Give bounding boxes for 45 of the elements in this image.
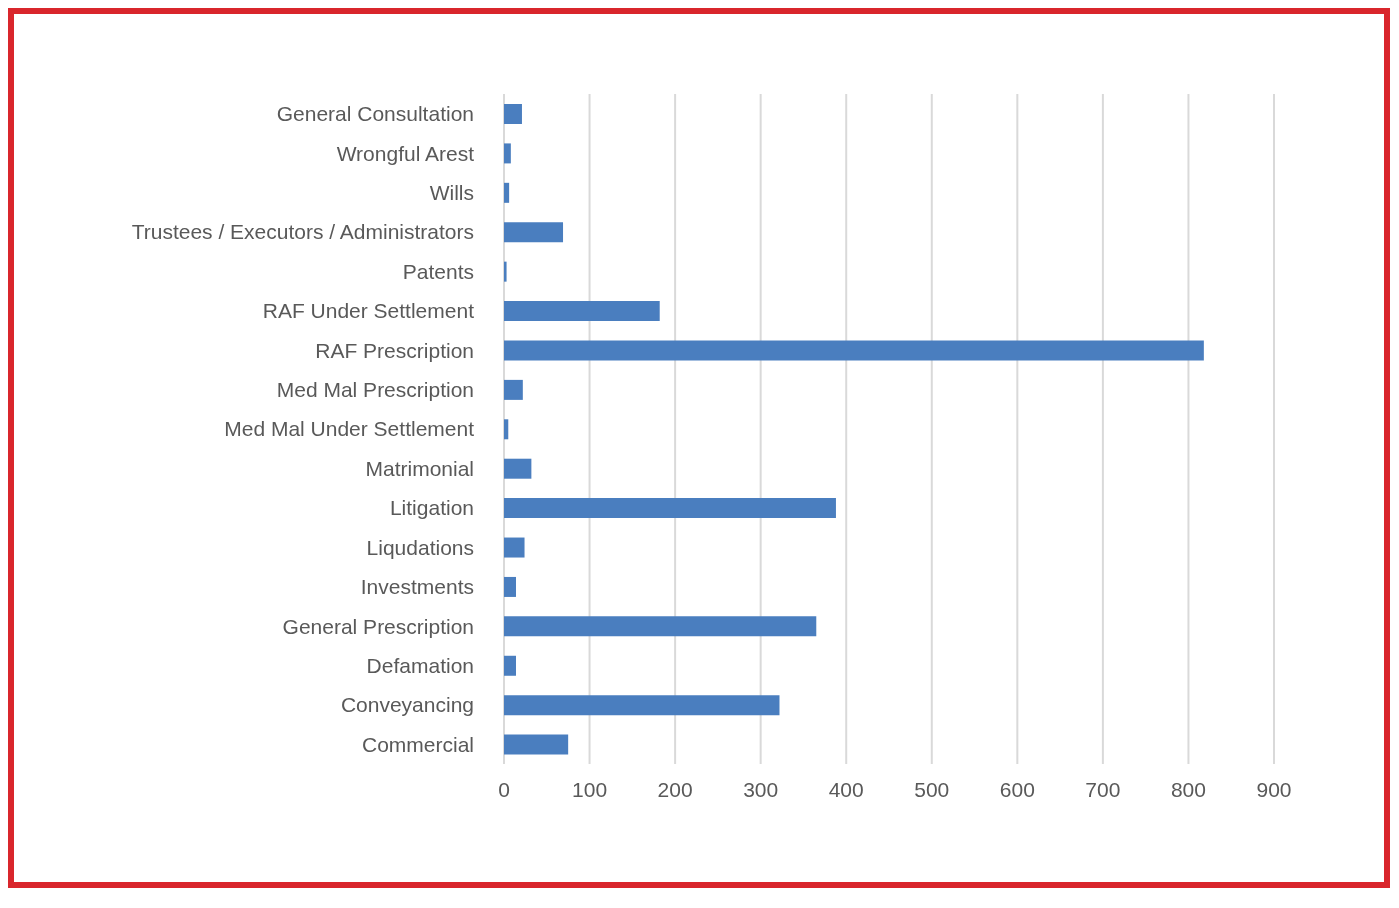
- bar: [504, 576, 516, 597]
- x-tick-label: 600: [999, 777, 1035, 801]
- bar: [504, 655, 516, 676]
- y-tick-label: Matrimonial: [365, 456, 474, 480]
- x-tick-label: 300: [743, 777, 779, 801]
- x-tick-label: 100: [572, 777, 608, 801]
- y-tick-label: RAF Under Settlement: [262, 299, 475, 323]
- y-tick-label: Trustees / Executors / Administrators: [131, 220, 474, 244]
- bar: [504, 458, 532, 479]
- bar: [504, 340, 1204, 361]
- bar: [504, 379, 523, 400]
- y-tick-label: Wills: [429, 180, 474, 204]
- x-tick-label: 0: [498, 777, 510, 801]
- y-tick-label: RAF Prescription: [315, 338, 474, 362]
- y-tick-label: Patents: [402, 259, 474, 283]
- x-tick-label: 400: [828, 777, 864, 801]
- bar: [504, 695, 780, 716]
- y-tick-label: Defamation: [366, 653, 474, 677]
- bar: [504, 301, 660, 322]
- y-tick-label: Investments: [360, 575, 474, 599]
- bar: [504, 222, 564, 243]
- y-tick-label: Litigation: [389, 496, 474, 520]
- bar: [504, 261, 507, 282]
- y-tick-label: Liqudations: [366, 535, 474, 559]
- y-tick-label: Med Mal Under Settlement: [224, 417, 475, 441]
- bar: [504, 616, 817, 637]
- y-tick-label: Med Mal Prescription: [276, 378, 474, 402]
- bar: [504, 143, 511, 164]
- frame: 0 100 200 300 400 500 600 700 800 900 General Consultation Wrongful Arest Wills Trustees / Executors / Administrators Patents RAF Under Settlement RAF Prescription Med Mal Prescription Med Mal Under Settlement Matrimonial Litigation Liqudations Investments General Prescription Defamation Conveyancing Commercial: [8, 8, 1390, 888]
- y-tick-label: Commercial: [361, 732, 474, 756]
- bar: [504, 734, 569, 755]
- x-tick-label: 500: [914, 777, 950, 801]
- x-tick-label: 700: [1085, 777, 1121, 801]
- bar: [504, 104, 522, 124]
- x-tick-label: 800: [1170, 777, 1206, 801]
- bar: [504, 182, 510, 203]
- bar: [504, 419, 509, 440]
- bar: [504, 498, 836, 519]
- y-tick-label: General Consultation: [276, 102, 474, 126]
- x-tick-label: 900: [1256, 777, 1292, 801]
- y-tick-label: Conveyancing: [340, 693, 474, 717]
- y-tick-label: General Prescription: [282, 614, 474, 638]
- y-tick-label: Wrongful Arest: [336, 141, 475, 165]
- bar: [504, 537, 525, 558]
- x-tick-label: 200: [657, 777, 693, 801]
